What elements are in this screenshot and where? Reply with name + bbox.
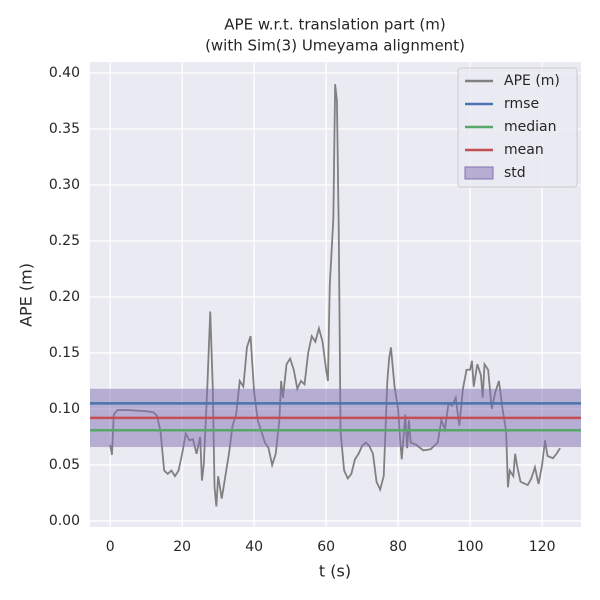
x-tick-label: 20 xyxy=(173,539,191,555)
x-tick-label: 120 xyxy=(529,539,556,555)
legend-label: mean xyxy=(504,142,544,158)
legend-swatch xyxy=(464,166,494,180)
y-tick-label: 0.25 xyxy=(49,233,80,249)
y-tick-label: 0.10 xyxy=(49,401,80,417)
y-tick-label: 0.15 xyxy=(49,345,80,361)
legend-label: rmse xyxy=(504,96,539,112)
y-tick-label: 0.20 xyxy=(49,289,80,305)
x-tick-label: 80 xyxy=(389,539,407,555)
y-tick-label: 0.00 xyxy=(49,513,80,529)
y-tick-label: 0.30 xyxy=(49,177,80,193)
legend-label: median xyxy=(504,119,556,135)
y-axis-label: APE (m) xyxy=(17,263,36,327)
x-tick-label: 0 xyxy=(106,539,115,555)
legend-label: std xyxy=(504,165,526,181)
x-axis-label: t (s) xyxy=(319,562,351,581)
x-tick-label: 40 xyxy=(245,539,263,555)
y-tick-label: 0.05 xyxy=(49,457,80,473)
chart-subtitle: (with Sim(3) Umeyama alignment) xyxy=(205,37,465,55)
x-tick-label: 100 xyxy=(457,539,484,555)
chart-title: APE w.r.t. translation part (m) xyxy=(224,16,445,34)
y-tick-label: 0.40 xyxy=(49,65,80,81)
y-tick-label: 0.35 xyxy=(49,121,80,137)
x-tick-label: 60 xyxy=(317,539,335,555)
legend-label: APE (m) xyxy=(504,73,560,89)
legend-box xyxy=(457,67,578,188)
